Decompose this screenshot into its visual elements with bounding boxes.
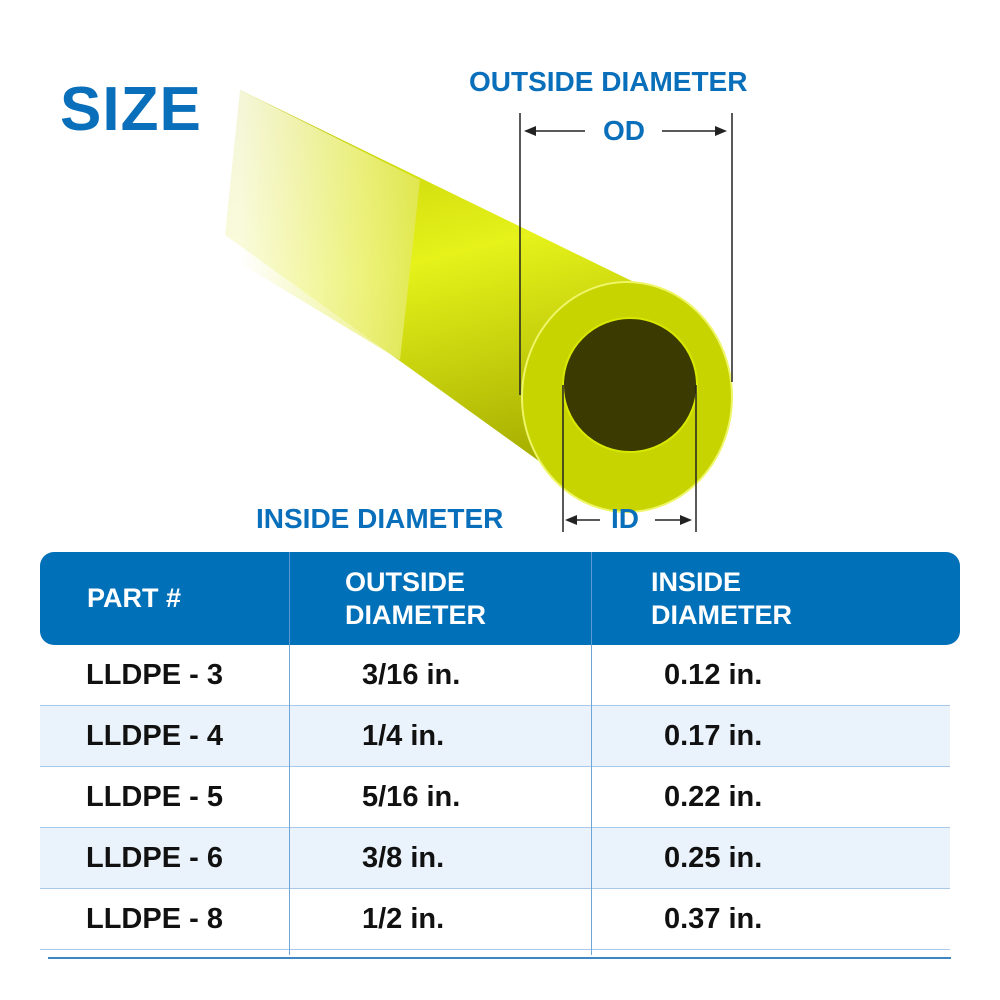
cell-inside-diameter: 0.37 in. bbox=[664, 902, 763, 935]
header-part: PART # bbox=[87, 583, 182, 613]
table-bottom-rule bbox=[48, 957, 951, 959]
cell-outside-diameter: 5/16 in. bbox=[362, 780, 461, 813]
table-row: LLDPE - 6 3/8 in. 0.25 in. bbox=[40, 828, 950, 889]
cell-part: LLDPE - 8 bbox=[86, 902, 223, 935]
table-row: LLDPE - 3 3/16 in. 0.12 in. bbox=[40, 645, 950, 706]
header-inside-diameter: INSIDE DIAMETER bbox=[651, 566, 792, 630]
tube-bore bbox=[562, 317, 698, 453]
cell-outside-diameter: 1/4 in. bbox=[362, 719, 445, 752]
outside-diameter-label: OUTSIDE DIAMETER bbox=[469, 66, 748, 97]
tube-diagram bbox=[210, 80, 733, 532]
table-row: LLDPE - 4 1/4 in. 0.17 in. bbox=[40, 706, 950, 767]
cell-part: LLDPE - 6 bbox=[86, 841, 223, 874]
cell-part: LLDPE - 5 bbox=[86, 780, 223, 813]
size-table: PART # OUTSIDE DIAMETER INSIDE DIAMETER … bbox=[40, 552, 960, 955]
cell-inside-diameter: 0.12 in. bbox=[664, 658, 763, 691]
od-label: OD bbox=[603, 115, 645, 146]
table-row: LLDPE - 8 1/2 in. 0.37 in. bbox=[40, 889, 950, 950]
table-header: PART # OUTSIDE DIAMETER INSIDE DIAMETER bbox=[40, 552, 960, 645]
cell-part: LLDPE - 4 bbox=[86, 719, 223, 752]
page-title: SIZE bbox=[60, 75, 202, 144]
cell-outside-diameter: 3/8 in. bbox=[362, 841, 445, 874]
cell-part: LLDPE - 3 bbox=[86, 658, 223, 691]
table-row: LLDPE - 5 5/16 in. 0.22 in. bbox=[40, 767, 950, 828]
cell-inside-diameter: 0.25 in. bbox=[664, 841, 763, 874]
cell-inside-diameter: 0.22 in. bbox=[664, 780, 763, 813]
cell-inside-diameter: 0.17 in. bbox=[664, 719, 763, 752]
header-outside-diameter: OUTSIDE DIAMETER bbox=[345, 566, 486, 630]
cell-outside-diameter: 1/2 in. bbox=[362, 902, 445, 935]
cell-outside-diameter: 3/16 in. bbox=[362, 658, 461, 691]
id-label: ID bbox=[611, 503, 639, 534]
inside-diameter-label: INSIDE DIAMETER bbox=[256, 503, 504, 534]
